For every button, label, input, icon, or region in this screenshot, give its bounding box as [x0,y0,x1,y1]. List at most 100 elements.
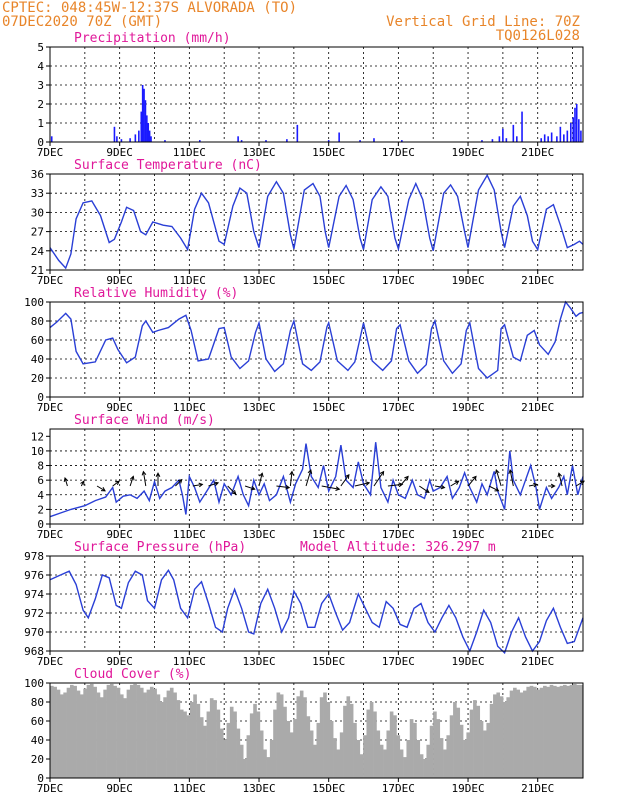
cloud-bar-115 [433,711,437,778]
precip-xtick-label-0: 7DEC [37,146,64,159]
cloud-bar-123 [459,724,464,778]
cloud-bar-112 [423,759,427,778]
precip-bar-12 [147,123,150,142]
cloud-bar-53 [226,722,231,778]
temp-xtick-label-3: 13DEC [242,274,275,287]
temp-xtick-label-0: 7DEC [37,274,64,287]
wind-arrow-5 [142,471,147,487]
cloud-bar-122 [456,707,461,778]
precip-bar-48 [580,130,582,142]
cloud-bar-42 [189,702,194,778]
wind-arrow-3 [112,480,120,487]
cloud-bar-16 [103,689,107,778]
precip-bar-7 [140,111,143,142]
wind-arrow-head-23 [440,484,446,490]
cloud-bar-72 [289,732,294,778]
cloud-bar-28 [143,692,147,778]
rh-xtick-label-1: 9DEC [106,401,133,414]
pres-xtick-label-1: 9DEC [106,655,133,668]
cloud-bar-154 [563,684,567,778]
cloud-bar-68 [276,692,281,778]
cloud-bar-91 [353,722,357,778]
cloud-bar-56 [236,728,241,778]
cloud-xtick-label-1: 9DEC [106,782,133,795]
wind-ytick-label-5: 10 [31,445,44,458]
cloud-bar-48 [209,698,214,778]
cloud-bar-76 [303,697,307,778]
temp-xtick-label-2: 11DEC [173,274,206,287]
cloud-bar-133 [493,694,497,778]
wind-ytick-label-3: 6 [37,474,44,487]
rh-ytick-label-1: 20 [31,372,44,385]
precip-bar-38 [550,132,553,142]
cloud-bar-125 [466,732,471,778]
cloud-bar-124 [463,740,467,778]
precip-bar-29 [498,136,501,142]
wind-ytick-label-4: 8 [37,460,44,473]
precip-bar-9 [143,88,145,142]
cloud-bar-99 [379,744,384,778]
wind-arrow-head-18 [365,481,371,486]
cloud-bar-9 [79,694,84,778]
pres-xtick-label-5: 17DEC [382,655,415,668]
cloud-ytick-label-1: 20 [31,753,44,766]
precip-bar-0 [50,136,53,142]
precip-frame [49,46,584,143]
temp-xtick-label-4: 15DEC [312,274,345,287]
cloud-bar-67 [273,709,277,778]
pres-xtick-label-4: 15DEC [312,655,345,668]
cloud-bar-95 [366,709,371,778]
precip-xtick-label-5: 17DEC [382,146,415,159]
cloud-bar-61 [253,703,257,778]
wind-xtick-label-7: 21DEC [521,528,554,541]
cloud-bar-18 [109,683,114,778]
cloud-bar-157 [573,683,577,778]
cloud-bar-127 [473,700,477,778]
cloud-bar-27 [139,687,144,778]
cloud-bar-10 [83,688,87,778]
precip-bar-37 [547,136,549,142]
cloud-bar-82 [323,692,327,778]
cloud-bar-85 [333,738,337,778]
precip-bar-10 [144,100,147,142]
precip-bar-22 [327,140,330,142]
cloud-xtick-label-3: 13DEC [242,782,275,795]
wind-arrow-head-30 [550,483,556,489]
cloud-bar-88 [343,705,347,778]
rh-xtick-label-6: 19DEC [451,401,484,414]
wind-arrow-28 [509,469,514,487]
wind-arrow-head-2 [100,487,106,492]
precip-bar-30 [502,128,504,142]
wind-arrow-21 [399,476,409,487]
cloud-bar-24 [129,684,134,778]
precip-bar-15 [164,140,166,142]
cloud-bar-11 [86,684,91,778]
precip-xtick-label-6: 19DEC [451,146,484,159]
cloud-bar-100 [383,749,387,778]
precip-bar-27 [481,140,483,142]
precip-bar-25 [373,138,375,142]
precip-ytick-label-4: 4 [37,60,44,73]
wind-ytick-label-2: 4 [37,489,44,502]
rh-frame [49,301,584,398]
wind-arrow-head-9 [214,481,220,487]
cloud-bar-147 [539,687,544,778]
wind-arrow-head-0 [63,477,69,483]
wind-arrow-25 [467,476,477,487]
wind-arrow-head-13 [285,484,291,490]
cloud-bar-142 [523,690,527,778]
cloud-ytick-label-3: 60 [31,715,44,728]
cloud-bar-70 [283,706,287,778]
cloud-bar-150 [549,684,554,778]
cloud-bar-108 [409,719,414,778]
cloud-title: Cloud Cover (%) [74,667,191,682]
pres-xtick-label-0: 7DEC [37,655,64,668]
pres-ytick-label-4: 976 [24,569,44,582]
precip-bar-28 [491,139,494,142]
cloud-bar-74 [296,696,301,778]
cloud-xtick-label-2: 11DEC [173,782,206,795]
header-grid-line: Vertical Grid Line: 70Z [386,14,580,30]
wind-arrow-7 [175,479,183,487]
cloud-bar-66 [269,740,274,778]
cloud-bar-144 [529,685,534,778]
